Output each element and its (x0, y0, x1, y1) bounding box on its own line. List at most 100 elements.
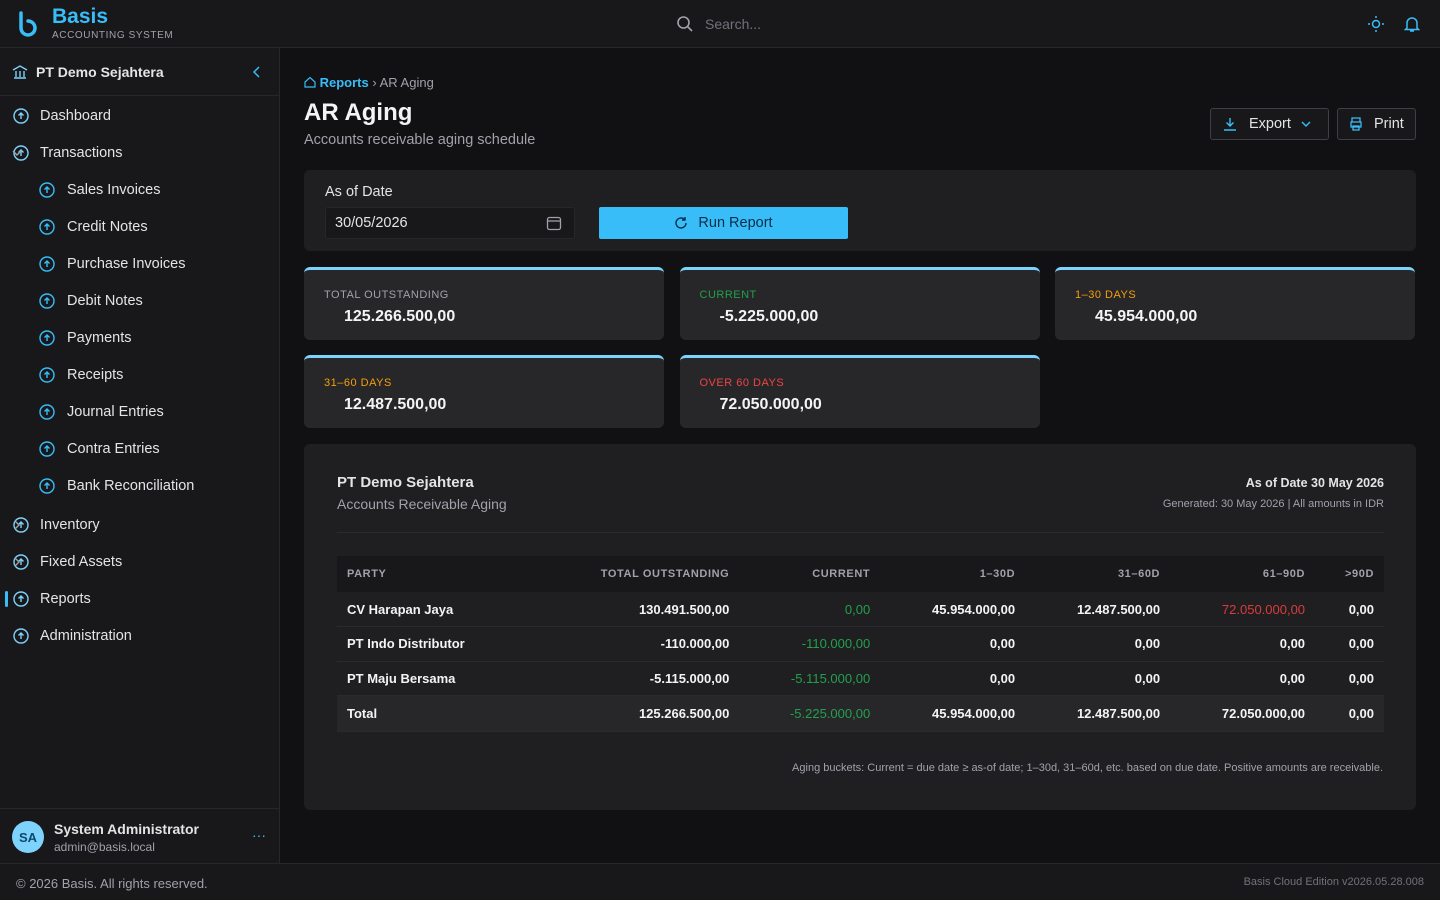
card-value: -5.225.000,00 (719, 308, 819, 325)
card-value: 12.487.500,00 (344, 396, 447, 413)
nav-icon (13, 554, 29, 570)
calendar-icon[interactable] (546, 215, 562, 231)
amount-cell: 0,00 (880, 626, 1026, 662)
nav-icon (13, 108, 29, 124)
search-box[interactable]: Search... (672, 12, 972, 36)
nav-item[interactable]: Administration (12, 621, 270, 651)
user-name: System Administrator (54, 821, 199, 837)
summary-card: 31–60 DAYS 12.487.500,00 (304, 355, 664, 428)
chevron (14, 557, 20, 567)
date-input[interactable]: 30/05/2026 (325, 207, 575, 239)
nav-subitem[interactable]: Journal Entries (38, 397, 268, 427)
amount-cell: 0,00 (1315, 626, 1384, 662)
nav-label: Transactions (40, 145, 123, 161)
copyright: © 2026 Basis. All rights reserved. (16, 876, 208, 891)
nav-icon (13, 517, 29, 533)
nav-icon (39, 367, 55, 383)
nav-subitem[interactable]: Payments (38, 323, 268, 353)
party-cell: PT Indo Distributor (337, 626, 531, 662)
nav-sublabel: Journal Entries (67, 404, 164, 420)
total-cell: 0,00 (1315, 695, 1384, 732)
total-cell: 12.487.500,00 (1025, 695, 1171, 732)
column-header: 31–60D (1025, 556, 1171, 592)
avatar: SA (12, 821, 44, 853)
nav-subitem[interactable]: Purchase Invoices (38, 249, 268, 279)
print-button[interactable]: Print (1337, 108, 1416, 140)
total-cell: -5.225.000,00 (739, 695, 881, 732)
party-cell: PT Maju Bersama (337, 661, 531, 696)
nav-item[interactable]: Dashboard (12, 101, 270, 131)
card-value: 125.266.500,00 (344, 308, 456, 325)
collapse-icon[interactable] (251, 66, 263, 78)
nav-icon (13, 591, 29, 607)
run-report-button[interactable]: Run Report (599, 207, 848, 239)
nav-sublabel: Receipts (67, 367, 124, 383)
sidebar: PT Demo Sejahtera Dashboard Transactions S… (0, 48, 280, 863)
card-value: 45.954.000,00 (1095, 308, 1198, 325)
column-header: PARTY (337, 556, 531, 592)
aging-table: PARTY TOTAL OUTSTANDING CURRENT 1–30D 31–60D… (337, 556, 1384, 732)
nav-sublabel: Credit Notes (67, 219, 148, 235)
amount-cell: 0,00 (1315, 592, 1384, 627)
report-as-of: As of Date 30 May 2026 (1245, 476, 1384, 490)
report-generated: Generated: 30 May 2026 | All amounts in … (1162, 498, 1384, 510)
notifications[interactable] (1403, 15, 1421, 33)
nav-sublabel: Purchase Invoices (67, 256, 186, 272)
company-switcher[interactable]: PT Demo Sejahtera (0, 48, 279, 96)
column-header: 1–30D (880, 556, 1026, 592)
amount-cell: 0,00 (739, 592, 881, 627)
refresh-icon (675, 217, 688, 229)
card-label: TOTAL OUTSTANDING (324, 289, 449, 301)
total-cell: 125.266.500,00 (530, 695, 740, 732)
breadcrumb: Reports › AR Aging (304, 75, 434, 90)
nav-icon (39, 256, 55, 272)
nav-item[interactable]: Inventory (12, 510, 270, 540)
nav-icon (39, 219, 55, 235)
user-panel[interactable]: SA System Administrator admin@basis.loca… (0, 808, 279, 863)
summary-card: OVER 60 DAYS 72.050.000,00 (679, 355, 1040, 428)
nav-subitem[interactable]: Credit Notes (38, 212, 268, 242)
filter-panel: As of Date 30/05/2026 Run Report (304, 170, 1416, 251)
amount-cell: -5.115.000,00 (530, 661, 740, 696)
nav-subitem[interactable]: Bank Reconciliation (38, 471, 268, 501)
version: Basis Cloud Edition v2026.05.28.008 (1243, 876, 1424, 888)
amount-cell: 0,00 (1315, 661, 1384, 696)
amount-cell: 0,00 (1170, 626, 1316, 662)
caret (1301, 121, 1311, 127)
nav-item[interactable]: Fixed Assets (12, 547, 270, 577)
nav-sublabel: Debit Notes (67, 293, 143, 309)
card-label: 1–30 DAYS (1075, 289, 1137, 301)
export-button[interactable]: Export (1210, 108, 1329, 140)
nav-label: Dashboard (40, 108, 111, 124)
summary-card: TOTAL OUTSTANDING 125.266.500,00 (304, 267, 664, 340)
nav-subitem[interactable]: Debit Notes (38, 286, 268, 316)
nav-subitem[interactable]: Sales Invoices (38, 175, 268, 205)
total-row: Total 125.266.500,00 -5.225.000,00 45.954.0… (337, 695, 1384, 732)
nav-icon (39, 404, 55, 420)
amount-cell: 0,00 (1170, 661, 1316, 696)
breadcrumb-link[interactable]: Reports (319, 75, 369, 90)
nav-subitem[interactable]: Receipts (38, 360, 268, 390)
amount-cell: -110.000,00 (739, 626, 881, 662)
table-body: CV Harapan Jaya 130.491.500,00 0,00 45.954.… (337, 592, 1384, 732)
summary-card: CURRENT -5.225.000,00 (679, 267, 1040, 340)
nav-icon (39, 182, 55, 198)
nav-sublabel: Sales Invoices (67, 182, 161, 198)
amount-cell: -110.000,00 (530, 626, 740, 662)
nav-item[interactable]: Reports (5, 584, 270, 614)
user-email: admin@basis.local (54, 840, 155, 854)
amount-cell: 130.491.500,00 (530, 592, 740, 627)
theme-toggle[interactable] (1367, 15, 1385, 33)
user-menu[interactable]: ··· (252, 827, 266, 843)
logo (19, 11, 37, 37)
nav-subitem[interactable]: Contra Entries (38, 434, 268, 464)
search-placeholder: Search... (705, 16, 762, 32)
nav-item[interactable]: Transactions (12, 138, 270, 168)
breadcrumb-current: AR Aging (379, 75, 434, 90)
party-cell: CV Harapan Jaya (337, 592, 531, 627)
chevron (12, 150, 22, 156)
top-bar: Basis ACCOUNTING SYSTEM Search... (0, 0, 1440, 48)
total-cell: 45.954.000,00 (880, 695, 1026, 732)
column-header: TOTAL OUTSTANDING (530, 556, 740, 592)
